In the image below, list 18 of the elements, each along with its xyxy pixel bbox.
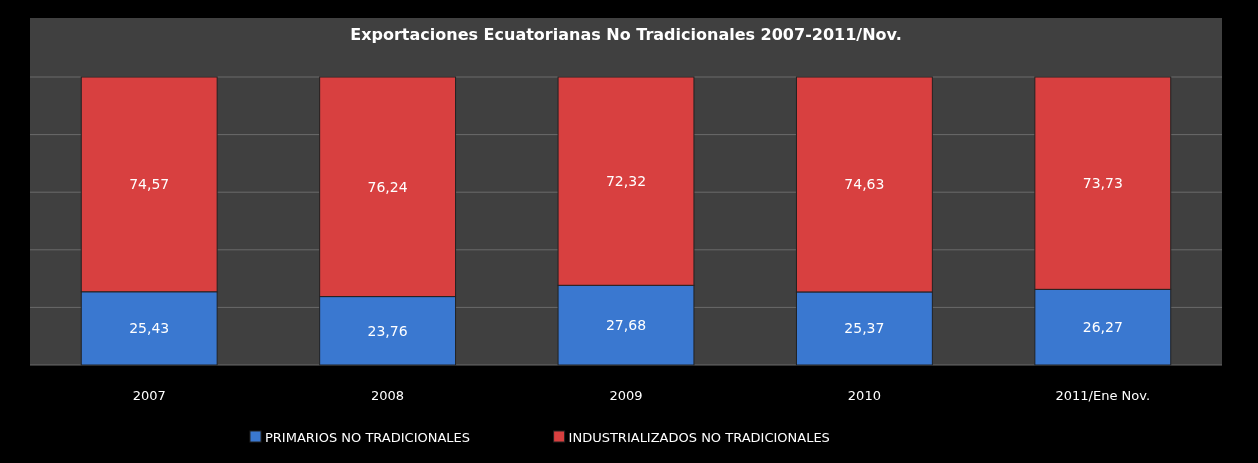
x-tick-label: 2011/Ene Nov. (1055, 388, 1151, 403)
data-label: 74,57 (129, 176, 170, 193)
data-label: 73,73 (1082, 175, 1123, 192)
legend-label: PRIMARIOS NO TRADICIONALES (265, 430, 471, 445)
data-label: 26,27 (1082, 319, 1123, 336)
x-tick-label: 2010 (847, 388, 881, 403)
data-label: 74,63 (844, 176, 885, 193)
x-tick-label: 2009 (609, 388, 643, 403)
data-label: 72,32 (605, 173, 647, 190)
data-label: 25,43 (129, 320, 170, 337)
data-label: 23,76 (367, 322, 408, 339)
data-label: 25,37 (844, 320, 885, 337)
legend-label: INDUSTRIALIZADOS NO TRADICIONALES (568, 430, 830, 445)
chart-title: Exportaciones Ecuatorianas No Tradicionales 2007-2011/Nov. (350, 25, 902, 44)
data-label: 76,24 (367, 178, 408, 195)
x-tick-label: 2007 (132, 388, 166, 403)
x-tick-label: 2008 (371, 388, 405, 403)
data-label: 27,68 (605, 317, 647, 334)
